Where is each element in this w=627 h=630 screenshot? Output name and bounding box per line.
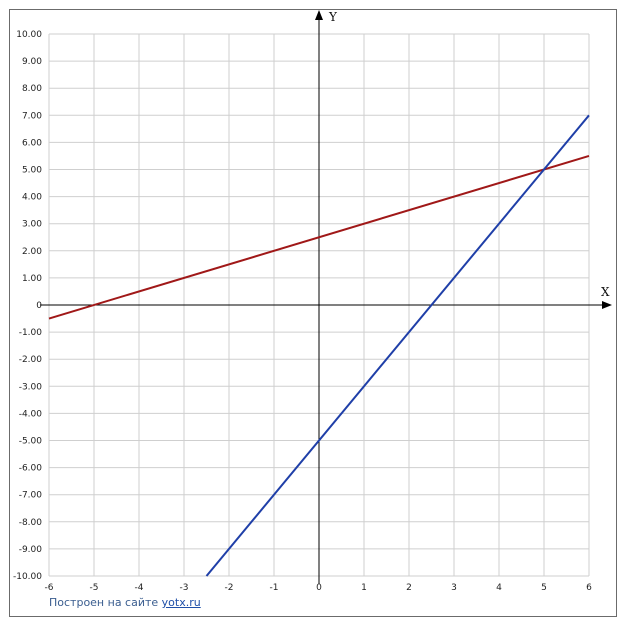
y-tick-label: -9.00 <box>19 545 43 555</box>
y-tick-label: 0 <box>36 301 42 311</box>
y-tick-label: -1.00 <box>19 328 43 338</box>
x-tick-label: -4 <box>135 583 144 593</box>
y-tick-label: 6.00 <box>22 138 42 148</box>
y-tick-label: 9.00 <box>22 57 42 67</box>
x-tick-label: -1 <box>270 583 279 593</box>
y-tick-label: 5.00 <box>22 166 42 176</box>
y-tick-label: -8.00 <box>19 518 43 528</box>
site-credit: Построен на сайте yotx.ru <box>49 596 201 609</box>
x-tick-label: -3 <box>180 583 189 593</box>
y-tick-label: 10.00 <box>16 30 42 40</box>
x-axis-arrow <box>602 301 612 309</box>
x-tick-label: -6 <box>45 583 54 593</box>
y-tick-label: -4.00 <box>19 409 43 419</box>
y-tick-label: 3.00 <box>22 220 42 230</box>
x-tick-label: -5 <box>90 583 99 593</box>
y-axis-arrow <box>315 10 323 20</box>
y-tick-label: -10.00 <box>13 572 42 582</box>
x-tick-labels: -6 -5 -4 -3 -2 -1 0 1 2 3 4 5 6 <box>45 583 593 593</box>
y-tick-label: 1.00 <box>22 274 42 284</box>
chart-frame <box>9 9 617 617</box>
y-tick-label: 8.00 <box>22 84 42 94</box>
credit-text: Построен на сайте <box>49 596 159 609</box>
x-tick-label: 5 <box>541 583 547 593</box>
y-tick-label: 7.00 <box>22 111 42 121</box>
x-tick-label: 3 <box>451 583 457 593</box>
x-tick-label: 4 <box>496 583 502 593</box>
y-tick-label: 4.00 <box>22 193 42 203</box>
x-tick-label: 0 <box>316 583 322 593</box>
x-tick-label: -2 <box>225 583 234 593</box>
x-tick-label: 2 <box>406 583 412 593</box>
y-tick-label: 2.00 <box>22 247 42 257</box>
axes <box>40 10 612 584</box>
x-tick-label: 6 <box>586 583 592 593</box>
y-tick-label: -6.00 <box>19 464 43 474</box>
y-tick-label: -2.00 <box>19 355 43 365</box>
y-axis-label: Y <box>328 10 338 24</box>
series-lines <box>48 114 590 577</box>
x-axis-label: X <box>601 285 610 299</box>
y-tick-label: -7.00 <box>19 491 43 501</box>
site-link[interactable]: yotx.ru <box>161 596 201 609</box>
series-line-1 <box>48 154 590 320</box>
y-tick-label: -3.00 <box>19 382 43 392</box>
x-tick-label: 1 <box>361 583 367 593</box>
y-tick-label: -5.00 <box>19 437 43 447</box>
series-line-2 <box>205 114 590 577</box>
y-tick-labels: 10.00 9.00 8.00 7.00 6.00 5.00 4.00 3.00 2.00 1.0… <box>13 30 42 582</box>
